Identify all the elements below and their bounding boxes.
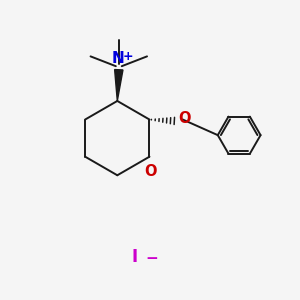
Text: N: N bbox=[112, 51, 124, 66]
Text: O: O bbox=[178, 111, 191, 126]
Text: −: − bbox=[146, 251, 158, 266]
Text: +: + bbox=[122, 50, 133, 63]
Text: I: I bbox=[132, 248, 138, 266]
Text: O: O bbox=[145, 164, 157, 179]
Polygon shape bbox=[115, 70, 123, 101]
